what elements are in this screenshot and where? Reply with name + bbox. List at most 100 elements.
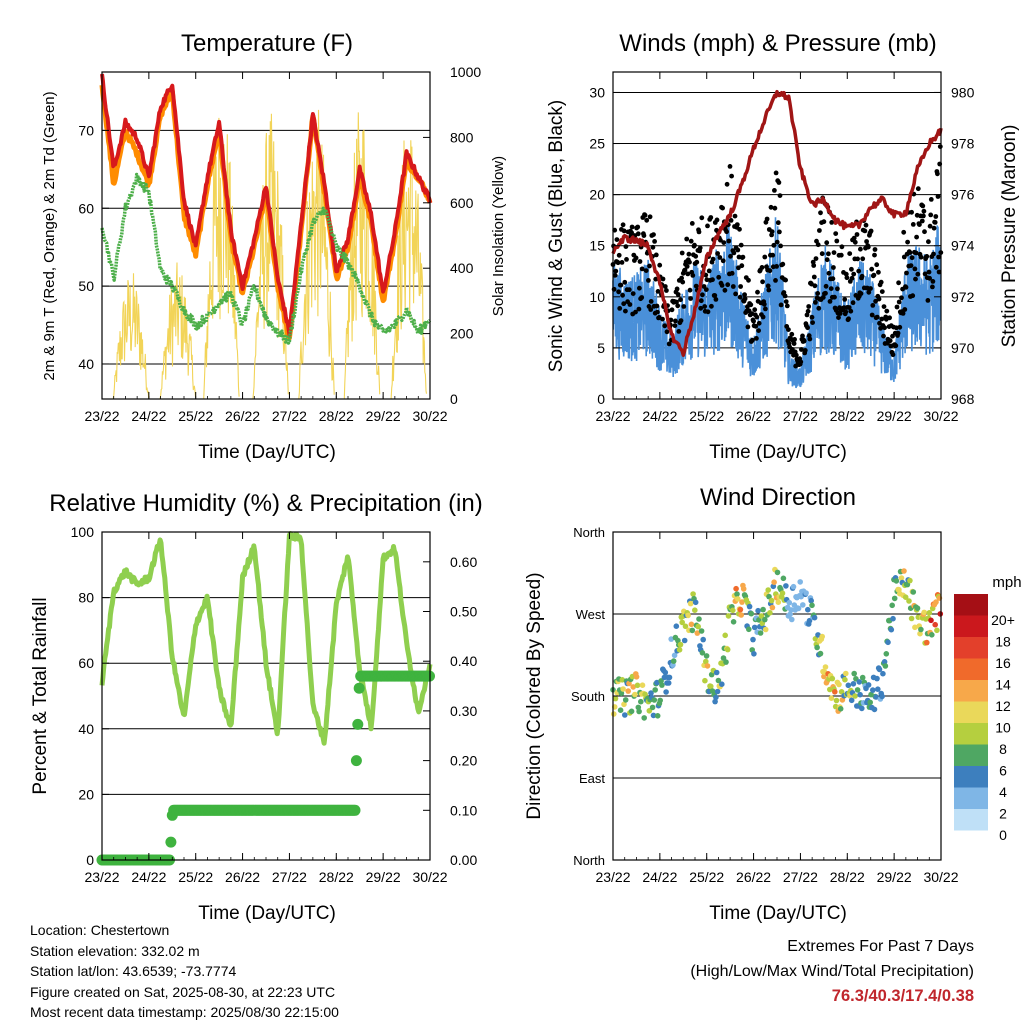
gust-point: [849, 266, 854, 272]
solar-insolation-line: [203, 117, 240, 400]
x-tick-label: 25/22: [689, 408, 724, 424]
colorbar-label: 0: [999, 827, 1007, 843]
x-tick-label: 25/22: [178, 869, 213, 885]
direction-point: [789, 616, 795, 623]
gust-point: [639, 295, 645, 300]
direction-point: [638, 698, 644, 705]
y-tick-label: West: [576, 607, 606, 622]
humidity-series: [96, 531, 435, 866]
gust-point: [846, 305, 852, 310]
direction-point: [836, 681, 842, 688]
direction-point: [651, 697, 658, 703]
gust-point: [772, 205, 778, 211]
gust-point: [813, 300, 818, 305]
extremes-values: 76.3/40.3/17.4/0.38: [831, 987, 974, 1005]
gust-point: [731, 250, 737, 256]
gust-point: [651, 232, 656, 238]
gust-point: [760, 314, 766, 320]
direction-point: [875, 686, 881, 692]
gust-point: [894, 304, 900, 310]
gust-point: [922, 271, 928, 277]
direction-point: [666, 674, 673, 681]
relative-humidity-line: [99, 531, 433, 746]
colorbar-label: 4: [999, 784, 1007, 800]
gust-point: [931, 225, 937, 231]
gust-point: [698, 305, 704, 311]
x-tick-label: 28/22: [319, 408, 354, 424]
gust-point: [910, 293, 916, 299]
gust-point: [706, 268, 712, 274]
humidity-ylabel: Percent & Total Rainfall: [30, 597, 51, 794]
direction-point: [893, 578, 900, 584]
precip-point: [350, 755, 362, 767]
gust-point: [856, 268, 862, 274]
gust-point: [742, 292, 747, 298]
direction-point: [929, 632, 935, 638]
gust-point: [849, 275, 855, 281]
gust-point: [810, 320, 815, 325]
direction-point: [719, 681, 725, 687]
gust-point: [836, 315, 841, 320]
gust-point: [792, 337, 797, 342]
y2-tick-label: 968: [951, 391, 975, 407]
gust-point: [903, 284, 909, 290]
colorbar-swatch: [954, 680, 988, 702]
gust-point: [798, 359, 804, 365]
gust-point: [922, 229, 927, 235]
direction-point: [671, 652, 678, 659]
direction-point: [873, 694, 879, 700]
gust-point: [762, 254, 768, 260]
gust-point: [793, 352, 799, 358]
gust-point: [750, 337, 755, 343]
gust-point: [624, 257, 629, 262]
direction-point: [828, 695, 835, 701]
direction-point: [748, 610, 755, 617]
gust-point: [921, 208, 927, 214]
gust-point: [831, 250, 837, 256]
y2-tick-label: 0.10: [450, 802, 477, 818]
direction-point: [750, 636, 756, 643]
gust-point: [738, 284, 743, 289]
gust-point: [745, 324, 751, 330]
direction-point: [633, 674, 640, 680]
gust-point: [893, 343, 899, 349]
gust-point: [689, 221, 695, 226]
gust-point: [918, 254, 924, 260]
gust-point: [727, 164, 733, 169]
gust-point: [613, 268, 619, 274]
wind-gust-points: [610, 144, 944, 389]
gust-point: [851, 271, 857, 277]
gust-point: [933, 214, 939, 219]
x-tick-label: 25/22: [689, 869, 724, 885]
temperature-axes: 40 50 60 70 0 200 400 600 800 1000 23/22 24/22 25/22…: [78, 64, 481, 424]
direction-point: [833, 697, 840, 704]
gust-point: [778, 243, 783, 249]
direction-point: [906, 598, 912, 604]
colorbar-swatch: [954, 809, 988, 831]
gust-point: [614, 237, 620, 243]
gust-point: [756, 328, 761, 333]
direction-point: [914, 605, 921, 611]
direction-point: [714, 688, 721, 695]
gust-point: [721, 240, 727, 246]
gust-point: [914, 234, 919, 240]
gust-point: [837, 311, 843, 316]
gust-point: [717, 255, 723, 260]
gust-point: [909, 209, 914, 215]
gust-point: [644, 217, 650, 223]
gust-point: [693, 283, 699, 289]
direction-point: [611, 711, 617, 717]
solar-insolation-line: [298, 109, 335, 400]
gust-point: [783, 277, 788, 283]
gust-point: [895, 330, 901, 336]
gust-point: [862, 228, 868, 234]
direction-point: [689, 627, 696, 634]
speed-colorbar: mph 20+ 18 16 14 12 10 8 6 4 2 0: [954, 574, 1022, 843]
y-tick-label: 15: [589, 238, 605, 254]
direction-point: [907, 577, 913, 584]
gust-point: [930, 279, 936, 284]
gust-point: [718, 237, 723, 243]
direction-point: [612, 695, 619, 702]
gust-point: [705, 223, 710, 229]
